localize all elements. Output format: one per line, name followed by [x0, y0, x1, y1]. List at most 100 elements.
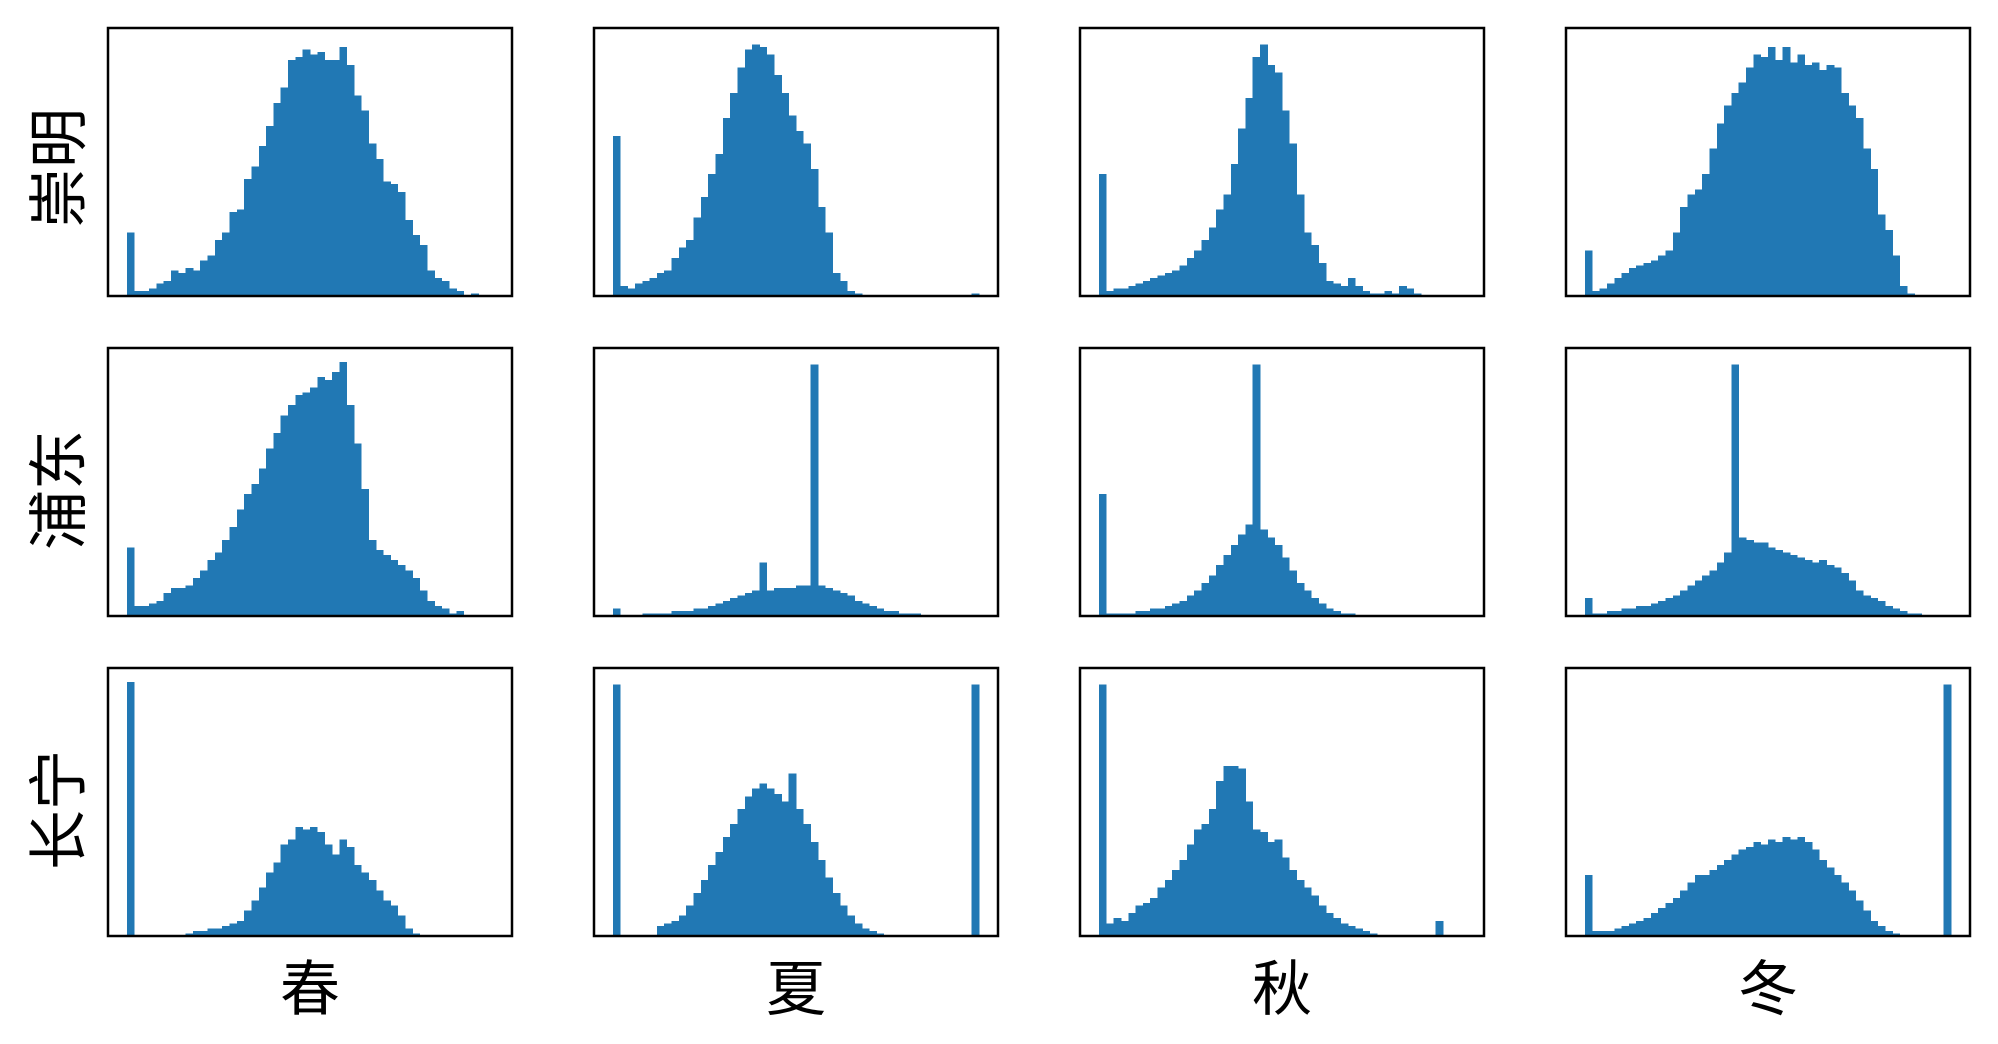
histogram-bar [708, 174, 716, 296]
histogram-bar [361, 489, 369, 616]
histogram-bar [222, 925, 230, 936]
histogram-bar [1585, 875, 1593, 936]
histogram-bar [1369, 293, 1378, 296]
histogram-bar [1230, 544, 1239, 616]
panel-frame [1078, 346, 1486, 618]
histogram-bar [686, 240, 694, 296]
histogram-bar [1650, 913, 1659, 936]
histogram-bar [339, 839, 347, 936]
histogram-bar [1216, 209, 1224, 296]
histogram-bar [810, 842, 819, 936]
histogram-bar [1621, 608, 1630, 616]
histogram-bar [1650, 260, 1659, 296]
histogram-bar [222, 539, 230, 616]
histogram-bar [1413, 293, 1422, 296]
histogram-bar [737, 67, 746, 297]
column-label-winter: 冬 [1738, 955, 1798, 1025]
histogram-bar [1252, 57, 1261, 296]
histogram-bar [1099, 494, 1107, 616]
histogram-bar [839, 280, 848, 296]
histogram-bar [412, 235, 421, 296]
histogram-bar [192, 930, 201, 936]
histogram-bar [634, 283, 643, 296]
histogram-bar [207, 560, 216, 616]
histogram-bar [427, 600, 435, 616]
histogram-bar [1899, 610, 1908, 616]
histogram-bar [1194, 829, 1202, 936]
histogram-bar [1804, 560, 1813, 616]
histogram-bar [1391, 293, 1400, 296]
panel-1-2 [592, 26, 1000, 298]
histogram-bar [1636, 605, 1644, 616]
histogram-bar [1260, 529, 1268, 616]
histogram-bar [861, 603, 870, 616]
histogram-bar [1128, 285, 1136, 296]
histogram-bar [1738, 537, 1747, 616]
histogram-bar [766, 54, 775, 297]
histogram-bar [1179, 265, 1188, 296]
column-label-spring: 春 [280, 955, 340, 1025]
histogram-bar [1377, 293, 1385, 296]
histogram-bar [1892, 255, 1901, 296]
histogram-bar [1885, 605, 1893, 616]
histogram-bar [207, 928, 216, 936]
histogram-bar [1811, 62, 1820, 296]
panel-frame [592, 26, 1000, 298]
histogram-bar [244, 179, 252, 296]
histogram-bar [346, 405, 355, 616]
histogram-bar [803, 824, 812, 936]
histogram-bar [419, 245, 428, 296]
histogram-bar [847, 290, 855, 296]
histogram-bar [1099, 684, 1107, 936]
histogram-bar [1797, 54, 1805, 297]
histogram-bar [1833, 67, 1842, 297]
histogram-bar [1665, 598, 1674, 616]
histogram-bar [1150, 278, 1158, 296]
histogram-bar [1128, 613, 1136, 616]
histogram-bar [847, 595, 855, 616]
histogram-bar [200, 930, 208, 936]
histogram-bar [1106, 290, 1115, 296]
histogram-bar [141, 605, 150, 616]
histogram-bar [715, 852, 724, 936]
histogram-bar [1731, 854, 1740, 936]
histogram-bar [781, 588, 790, 616]
histogram-bar [1289, 570, 1298, 616]
panel-3-1 [106, 666, 514, 938]
histogram-bar [1113, 288, 1122, 296]
histogram-bar [1753, 54, 1762, 297]
histogram-bar [913, 613, 921, 616]
panel-frame [106, 26, 514, 298]
histogram-bar [178, 588, 186, 616]
histogram-bar [891, 610, 899, 616]
histogram-bar [441, 280, 450, 296]
histogram-bar [317, 52, 326, 296]
histogram-bar [1753, 842, 1762, 936]
histogram-bar [1223, 194, 1232, 296]
histogram-bar [1694, 189, 1703, 296]
histogram-bar [1296, 582, 1305, 616]
histogram-bar [1186, 844, 1195, 936]
histogram-bar [1731, 364, 1740, 616]
histogram-bar [613, 608, 621, 616]
panel-frame [1564, 346, 1972, 618]
histogram-bar [1782, 836, 1791, 936]
histogram-bar [1142, 610, 1151, 616]
histogram-bar [1142, 902, 1151, 936]
histogram-bar [869, 930, 877, 936]
histogram-bar [324, 379, 333, 616]
histogram-bar [1709, 148, 1718, 296]
histogram-bar [1680, 590, 1688, 616]
histogram-bar [1687, 882, 1696, 936]
histogram-bar [134, 605, 143, 616]
histogram-bar [1614, 278, 1622, 296]
histogram-bar [127, 547, 135, 616]
panel-2-3 [1078, 346, 1486, 618]
histogram-bar [1760, 57, 1769, 296]
histogram-bar [273, 102, 282, 297]
histogram-bar [148, 288, 157, 296]
histogram-bar [1150, 608, 1158, 616]
histogram-bar [1223, 765, 1232, 936]
histogram-bar [302, 49, 311, 297]
histogram-bar [1216, 781, 1224, 936]
